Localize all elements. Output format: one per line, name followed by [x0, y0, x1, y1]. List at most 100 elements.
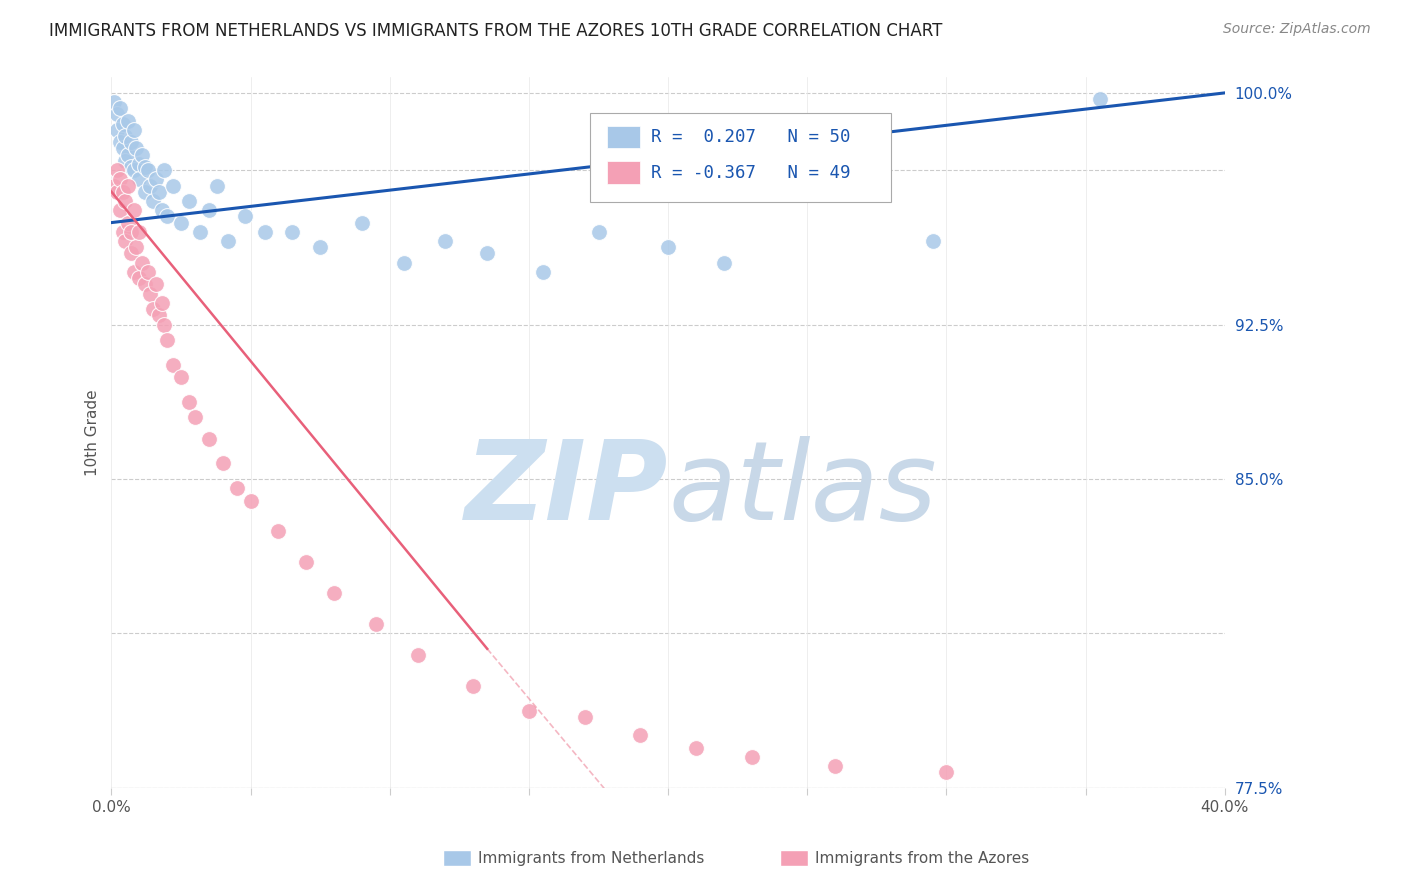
- Point: [148, 185, 170, 199]
- Point: [309, 240, 332, 254]
- Text: ZIP: ZIP: [464, 436, 668, 543]
- Point: [111, 117, 134, 131]
- Point: [364, 617, 387, 632]
- Point: [134, 185, 156, 199]
- Point: [139, 286, 162, 301]
- Point: [323, 586, 346, 600]
- Point: [211, 457, 233, 471]
- Point: [350, 216, 373, 230]
- Point: [111, 141, 134, 155]
- Point: [114, 153, 136, 168]
- Text: Immigrants from Netherlands: Immigrants from Netherlands: [478, 851, 704, 865]
- Point: [117, 147, 139, 161]
- Point: [120, 246, 142, 260]
- Y-axis label: 10th Grade: 10th Grade: [86, 389, 100, 476]
- Point: [162, 178, 184, 193]
- Point: [628, 728, 651, 742]
- Point: [114, 129, 136, 144]
- Point: [170, 216, 193, 230]
- Point: [153, 163, 176, 178]
- Point: [131, 147, 153, 161]
- Point: [142, 301, 165, 316]
- Point: [120, 225, 142, 239]
- Point: [588, 225, 610, 239]
- Point: [108, 101, 131, 115]
- Point: [145, 277, 167, 292]
- Point: [184, 410, 207, 425]
- Point: [139, 178, 162, 193]
- Point: [153, 318, 176, 332]
- Point: [105, 185, 128, 199]
- Point: [108, 203, 131, 218]
- Point: [134, 160, 156, 174]
- Point: [114, 194, 136, 208]
- Text: R = -0.367   N = 49: R = -0.367 N = 49: [651, 163, 851, 182]
- Point: [156, 333, 179, 347]
- Point: [120, 136, 142, 150]
- Point: [392, 256, 415, 270]
- Point: [741, 750, 763, 764]
- Point: [142, 194, 165, 208]
- Point: [253, 225, 276, 239]
- Point: [657, 240, 679, 254]
- Point: [824, 759, 846, 773]
- Point: [105, 107, 128, 121]
- Point: [125, 141, 148, 155]
- Point: [233, 210, 256, 224]
- Point: [267, 524, 290, 539]
- Point: [150, 203, 173, 218]
- Point: [170, 370, 193, 384]
- Point: [179, 394, 201, 409]
- FancyBboxPatch shape: [607, 126, 640, 148]
- Point: [156, 210, 179, 224]
- Point: [531, 265, 554, 279]
- Point: [205, 178, 228, 193]
- Point: [131, 256, 153, 270]
- Point: [108, 172, 131, 186]
- Point: [105, 123, 128, 137]
- Point: [198, 203, 221, 218]
- Point: [125, 240, 148, 254]
- Point: [136, 265, 159, 279]
- Point: [239, 493, 262, 508]
- Point: [136, 163, 159, 178]
- Point: [117, 113, 139, 128]
- Text: atlas: atlas: [668, 436, 936, 543]
- Point: [517, 704, 540, 718]
- Point: [105, 163, 128, 178]
- Point: [122, 265, 145, 279]
- Point: [921, 234, 943, 248]
- Point: [120, 160, 142, 174]
- Point: [128, 172, 150, 186]
- Point: [122, 123, 145, 137]
- FancyBboxPatch shape: [591, 113, 891, 202]
- Point: [128, 157, 150, 171]
- Text: IMMIGRANTS FROM NETHERLANDS VS IMMIGRANTS FROM THE AZORES 10TH GRADE CORRELATION: IMMIGRANTS FROM NETHERLANDS VS IMMIGRANT…: [49, 22, 942, 40]
- Point: [145, 172, 167, 186]
- Point: [685, 740, 707, 755]
- Point: [1088, 92, 1111, 106]
- Point: [198, 432, 221, 446]
- Point: [117, 178, 139, 193]
- Text: R =  0.207   N = 50: R = 0.207 N = 50: [651, 128, 851, 146]
- Point: [574, 710, 596, 724]
- Point: [103, 95, 125, 110]
- Point: [281, 225, 304, 239]
- Point: [134, 277, 156, 292]
- Text: Immigrants from the Azores: Immigrants from the Azores: [815, 851, 1029, 865]
- Point: [150, 296, 173, 310]
- Point: [190, 225, 212, 239]
- Point: [225, 481, 247, 495]
- Point: [162, 358, 184, 372]
- Point: [114, 234, 136, 248]
- Point: [103, 178, 125, 193]
- Point: [128, 271, 150, 285]
- Point: [128, 225, 150, 239]
- FancyBboxPatch shape: [607, 161, 640, 184]
- Point: [111, 225, 134, 239]
- Point: [148, 308, 170, 322]
- Point: [463, 679, 485, 693]
- Point: [117, 216, 139, 230]
- Point: [935, 765, 957, 780]
- Text: Source: ZipAtlas.com: Source: ZipAtlas.com: [1223, 22, 1371, 37]
